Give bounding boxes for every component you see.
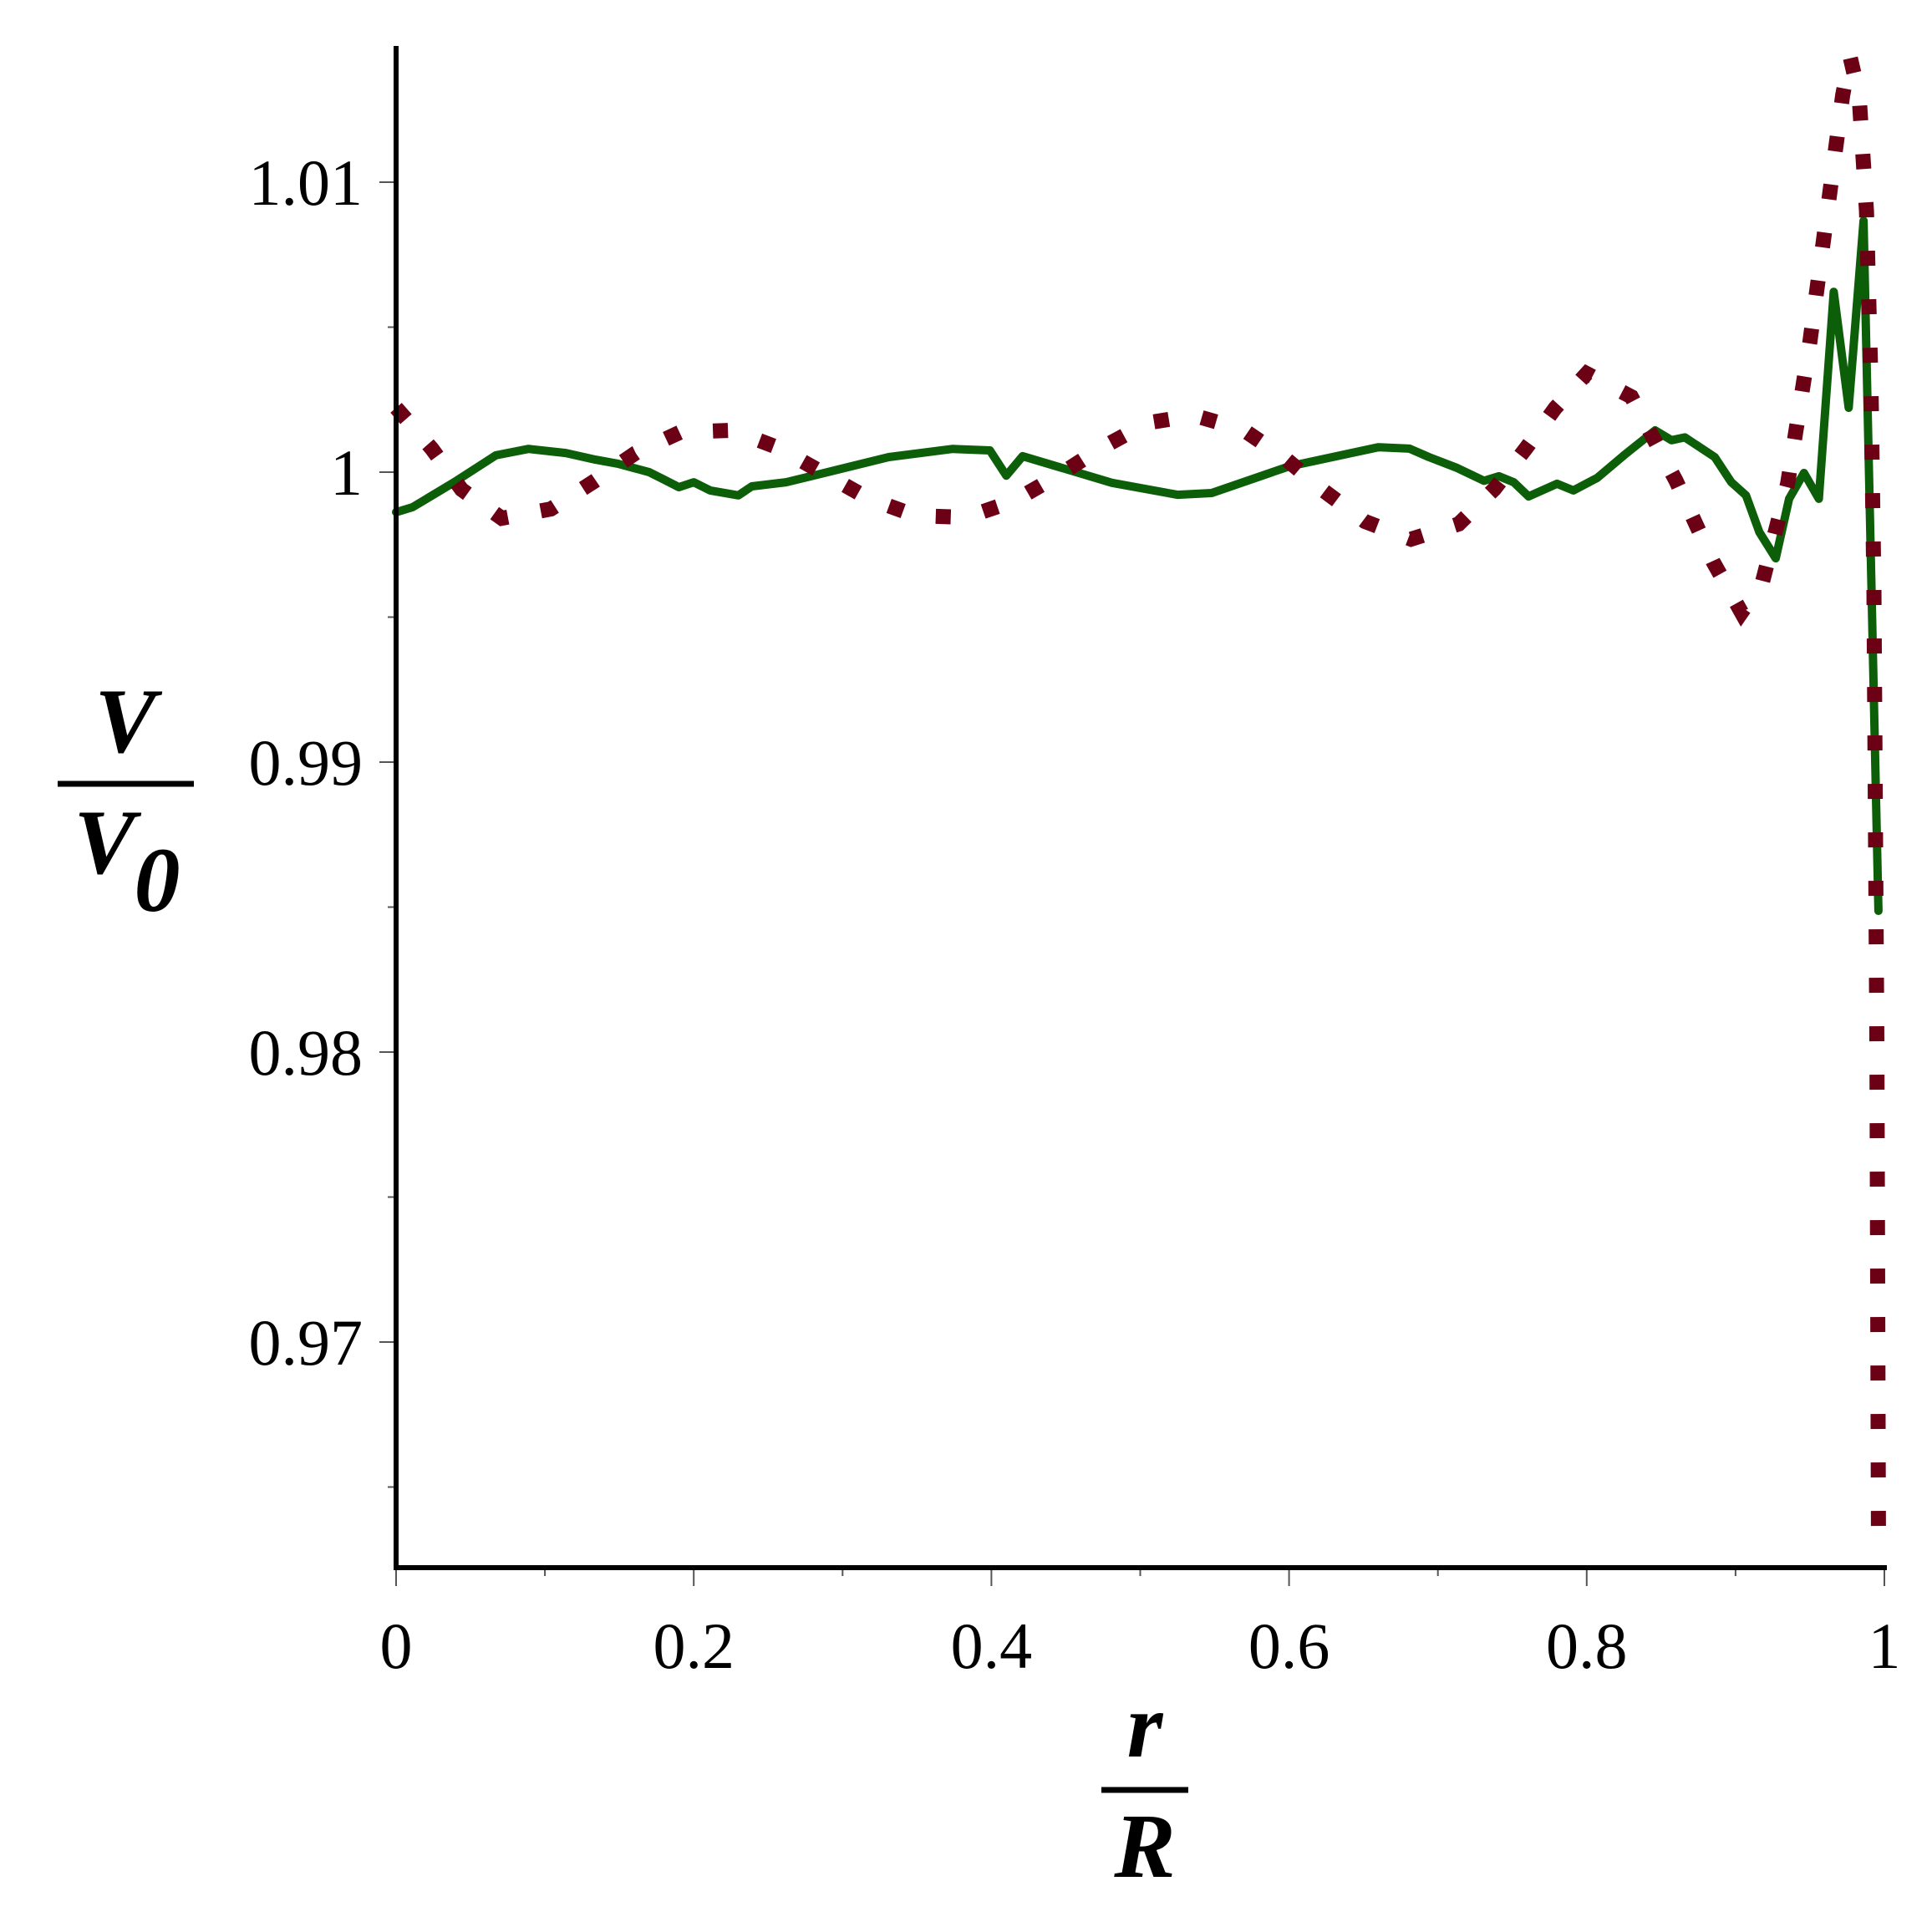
x-tick-label: 0.4 — [951, 1609, 1033, 1682]
y-axis-title-subscript: 0 — [135, 829, 180, 931]
y-tick-label: 0.98 — [249, 1016, 364, 1089]
x-tick-label: 0.8 — [1546, 1609, 1628, 1682]
y-axis-title: V V 0 — [58, 670, 194, 931]
x-tick-label: 0 — [380, 1609, 413, 1682]
series-layer — [390, 55, 1886, 1529]
x-axis-title-numerator: r — [1127, 1675, 1164, 1777]
y-axis-title-denominator: V — [74, 791, 141, 893]
y-tick-label: 0.97 — [249, 1306, 364, 1379]
y-axis-title-numerator: V — [94, 670, 162, 772]
x-tick-label: 0.6 — [1248, 1609, 1330, 1682]
x-axis-title-denominator: R — [1113, 1795, 1175, 1897]
y-tick-label: 1 — [330, 436, 363, 509]
x-major-ticks: 0 0.2 0.4 0.6 0.8 1 — [380, 1568, 1901, 1682]
y-tick-label: 1.01 — [249, 146, 364, 219]
x-axis-title: r R — [1101, 1675, 1188, 1897]
solid-green-series-line — [392, 216, 1883, 915]
y-tick-label: 0.99 — [249, 726, 364, 799]
dotted-maroon-series-line — [390, 55, 1886, 1529]
y-major-ticks: 0.97 0.98 0.99 1 1.01 — [249, 146, 396, 1379]
x-tick-label: 1 — [1868, 1609, 1901, 1682]
x-tick-label: 0.2 — [653, 1609, 735, 1682]
